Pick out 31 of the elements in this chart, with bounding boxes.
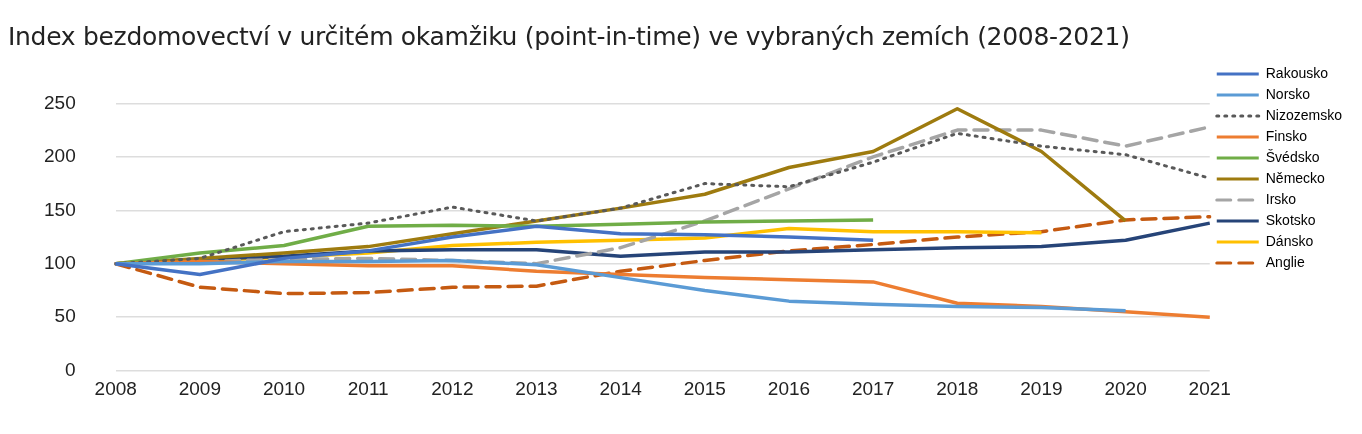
x-tick-label: 2009 (178, 378, 221, 400)
x-tick-label: 2015 (683, 378, 726, 400)
legend-label: Skotsko (1265, 211, 1316, 228)
y-tick-label: 150 (44, 198, 76, 220)
y-tick-label: 250 (44, 91, 76, 113)
x-tick-label: 2019 (1020, 378, 1063, 400)
legend-label: Anglie (1265, 253, 1305, 270)
legend-label: Dánsko (1265, 232, 1314, 249)
legend-label: Švédsko (1265, 148, 1320, 165)
y-tick-label: 200 (44, 145, 76, 167)
x-tick-label: 2018 (936, 378, 979, 400)
x-tick-label: 2014 (599, 378, 643, 400)
x-tick-label: 2010 (262, 378, 306, 400)
x-tick-label: 2013 (515, 378, 558, 400)
legend-label: Rakousko (1265, 64, 1329, 81)
x-tick-label: 2020 (1104, 378, 1147, 400)
y-tick-label: 50 (54, 305, 76, 327)
x-tick-label: 2011 (347, 378, 389, 400)
y-tick-label: 100 (44, 251, 76, 273)
legend-label: Nizozemsko (1265, 106, 1343, 123)
x-tick-label: 2021 (1188, 378, 1231, 400)
legend-label: Irsko (1265, 190, 1297, 207)
legend-label: Německo (1265, 169, 1326, 186)
x-tick-label: 2017 (851, 378, 895, 400)
legend-label: Norsko (1265, 85, 1311, 102)
x-tick-label: 2012 (431, 378, 474, 400)
x-tick-label: 2008 (94, 378, 137, 400)
y-tick-label: 0 (65, 358, 76, 380)
legend-label: Finsko (1265, 127, 1308, 144)
chart-title: Index bezdomovectví v určitém okamžiku (point-in-time) ve vybraných zemích (2008-2021) (8, 22, 1130, 51)
x-tick-label: 2016 (767, 378, 811, 400)
